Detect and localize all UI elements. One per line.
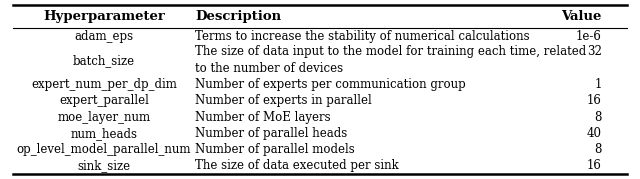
Text: Value: Value (561, 10, 602, 23)
Text: Number of parallel heads: Number of parallel heads (195, 127, 348, 140)
Text: The size of data input to the model for training each time, related: The size of data input to the model for … (195, 45, 586, 59)
Text: Hyperparameter: Hyperparameter (43, 10, 165, 23)
Text: Number of experts per communication group: Number of experts per communication grou… (195, 78, 466, 91)
Text: batch_size: batch_size (73, 54, 135, 67)
Text: Number of parallel models: Number of parallel models (195, 143, 355, 156)
Text: to the number of devices: to the number of devices (195, 62, 343, 75)
Text: 40: 40 (587, 127, 602, 140)
Text: 16: 16 (587, 159, 602, 172)
Text: 1e-6: 1e-6 (576, 30, 602, 43)
Text: 1: 1 (594, 78, 602, 91)
Text: Number of experts in parallel: Number of experts in parallel (195, 94, 372, 107)
Text: Terms to increase the stability of numerical calculations: Terms to increase the stability of numer… (195, 30, 530, 43)
Text: Number of MoE layers: Number of MoE layers (195, 110, 331, 124)
Text: The size of data executed per sink: The size of data executed per sink (195, 159, 399, 172)
Text: Description: Description (195, 10, 282, 23)
Text: 8: 8 (594, 143, 602, 156)
Text: sink_size: sink_size (77, 159, 131, 172)
Text: op_level_model_parallel_num: op_level_model_parallel_num (17, 143, 191, 156)
Text: num_heads: num_heads (70, 127, 138, 140)
Text: expert_parallel: expert_parallel (59, 94, 149, 107)
Text: 32: 32 (587, 45, 602, 59)
Text: 8: 8 (594, 110, 602, 124)
Text: moe_layer_num: moe_layer_num (58, 110, 150, 124)
Text: expert_num_per_dp_dim: expert_num_per_dp_dim (31, 78, 177, 91)
Text: adam_eps: adam_eps (74, 30, 134, 43)
Text: 16: 16 (587, 94, 602, 107)
